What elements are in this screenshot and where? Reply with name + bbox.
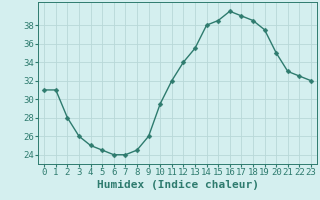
X-axis label: Humidex (Indice chaleur): Humidex (Indice chaleur)	[97, 180, 259, 190]
